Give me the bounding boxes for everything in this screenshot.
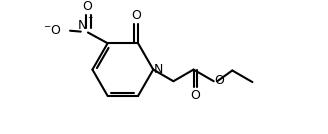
Text: $^{-}$O: $^{-}$O bbox=[43, 24, 62, 37]
Text: O: O bbox=[191, 89, 200, 102]
Text: N: N bbox=[154, 63, 164, 76]
Text: O: O bbox=[131, 9, 141, 22]
Text: N: N bbox=[78, 19, 87, 32]
Text: O: O bbox=[82, 0, 92, 13]
Text: O: O bbox=[215, 74, 224, 87]
Text: $^+$: $^+$ bbox=[86, 15, 94, 25]
